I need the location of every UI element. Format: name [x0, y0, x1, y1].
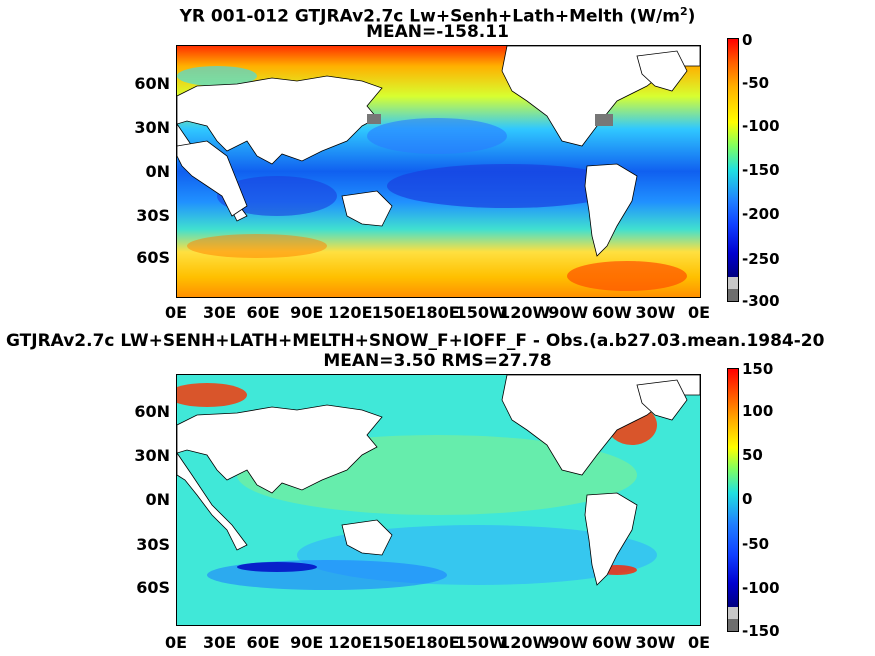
- top-lon-label: 0E: [164, 303, 188, 322]
- bottom-lon-label: 150W: [455, 633, 507, 652]
- bottom-lon-label: 0E: [687, 633, 711, 652]
- bottom-lon-label: 30E: [202, 633, 237, 652]
- bottom-lon-label: 120W: [499, 633, 551, 652]
- top-colorbar-tick: 0: [742, 31, 753, 49]
- bottom-colorbar-tick: 150: [742, 360, 774, 378]
- bottom-colorbar-tick: -50: [742, 535, 770, 553]
- top-lon-label: 120W: [499, 303, 551, 322]
- bottom-lon-label: 0E: [164, 633, 188, 652]
- bottom-map-field: [177, 375, 700, 625]
- top-lat-label: 30N: [134, 118, 170, 137]
- bottom-lat-label: 30N: [134, 446, 170, 465]
- bottom-colorbar-tick: 50: [742, 446, 763, 464]
- bottom-lon-label: 180E: [415, 633, 460, 652]
- bottom-lon-label: 120E: [328, 633, 373, 652]
- bottom-colorbar-tick: -150: [742, 622, 780, 640]
- bottom-colorbar-tick: 100: [742, 402, 774, 420]
- top-colorbar: [727, 38, 739, 302]
- top-lon-label: 30E: [202, 303, 237, 322]
- top-map-subtitle: MEAN=-158.11: [366, 22, 509, 42]
- bottom-lon-label: 60E: [246, 633, 280, 652]
- bottom-lon-label: 60W: [591, 633, 632, 652]
- top-colorbar-tick: -150: [742, 161, 780, 179]
- bottom-lat-label: 60S: [136, 578, 170, 597]
- top-lon-label: 180E: [415, 303, 460, 322]
- bottom-lat-label: 30S: [136, 535, 170, 554]
- bottom-lon-label: 90E: [290, 633, 324, 652]
- bottom-lon-label: 30W: [635, 633, 676, 652]
- top-colorbar-tick: -100: [742, 117, 780, 135]
- top-map-title: YR 001-012 GTJRAv2.7c Lw+Senh+Lath+Melth…: [179, 5, 696, 27]
- top-lon-label: 60E: [246, 303, 280, 322]
- bottom-map-subtitle: MEAN=3.50 RMS=27.78: [323, 351, 552, 371]
- top-map-field: [177, 46, 700, 297]
- top-lon-label: 150E: [371, 303, 417, 322]
- top-lon-label: 0E: [687, 303, 711, 322]
- top-lon-label: 60W: [591, 303, 632, 322]
- top-lat-label: 60N: [134, 74, 170, 93]
- bottom-map-title: GTJRAv2.7c LW+SENH+LATH+MELTH+SNOW_F+IOF…: [6, 331, 825, 351]
- bottom-colorbar-tick: 0: [742, 490, 753, 508]
- top-map-plot: [176, 45, 701, 298]
- top-lon-label: 120E: [328, 303, 373, 322]
- top-lon-label: 90E: [290, 303, 324, 322]
- top-colorbar-tick: -200: [742, 205, 780, 223]
- bottom-lon-label: 90W: [548, 633, 589, 652]
- bottom-map-plot: [176, 374, 701, 626]
- top-lat-label: 30S: [136, 206, 170, 225]
- bottom-lat-label: 60N: [134, 402, 170, 421]
- top-colorbar-tick: -300: [742, 292, 780, 310]
- top-lon-label: 90W: [548, 303, 589, 322]
- top-lon-label: 150W: [455, 303, 507, 322]
- top-lon-label: 30W: [635, 303, 676, 322]
- bottom-colorbar: [727, 368, 739, 632]
- bottom-colorbar-tick: -100: [742, 579, 780, 597]
- top-colorbar-tick: -50: [742, 74, 770, 92]
- bottom-lon-label: 150E: [371, 633, 417, 652]
- top-lat-label: 0N: [145, 162, 170, 181]
- top-lat-label: 60S: [136, 248, 170, 267]
- top-colorbar-tick: -250: [742, 250, 780, 268]
- bottom-lat-label: 0N: [145, 490, 170, 509]
